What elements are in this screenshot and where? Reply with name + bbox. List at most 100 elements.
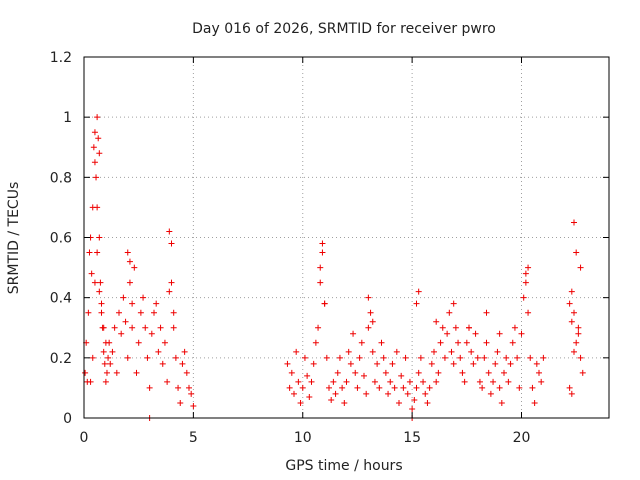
data-point <box>343 378 350 385</box>
data-point <box>358 339 365 346</box>
x-axis-title: GPS time / hours <box>285 458 402 474</box>
data-point <box>317 279 324 286</box>
data-point <box>525 309 532 316</box>
y-tick-label: 0.4 <box>50 291 72 307</box>
data-point <box>538 378 545 385</box>
data-point <box>573 339 580 346</box>
data-point <box>308 378 315 385</box>
data-point <box>312 339 319 346</box>
data-point <box>95 135 102 142</box>
data-point <box>505 378 512 385</box>
data-point <box>522 279 529 286</box>
data-point <box>568 318 575 325</box>
data-point <box>476 378 483 385</box>
data-point <box>420 378 427 385</box>
data-point <box>568 390 575 397</box>
data-point <box>481 354 488 361</box>
data-point <box>101 360 108 367</box>
data-point <box>306 393 313 400</box>
data-point <box>148 330 155 337</box>
data-point <box>161 339 168 346</box>
data-point <box>186 384 192 391</box>
data-point <box>155 348 162 355</box>
data-point <box>579 369 586 376</box>
axis-ticks <box>83 56 609 419</box>
data-point <box>428 360 435 367</box>
data-point <box>415 369 422 376</box>
y-tick-label: 0 <box>63 411 72 427</box>
data-point <box>190 402 197 409</box>
x-tick-label: 20 <box>513 430 531 446</box>
data-point <box>573 249 580 256</box>
data-point <box>321 300 328 307</box>
data-point <box>177 399 184 406</box>
data-point <box>446 309 453 316</box>
data-point <box>571 309 577 316</box>
data-point <box>310 360 317 367</box>
data-point <box>365 324 372 331</box>
data-point <box>516 384 523 391</box>
data-point <box>118 330 125 337</box>
data-point <box>116 309 122 316</box>
data-point <box>498 399 505 406</box>
data-point <box>122 318 129 325</box>
data-point <box>483 309 490 316</box>
chart-title: Day 016 of 2026, SRMTID for receiver pwr… <box>192 21 496 37</box>
data-point <box>441 354 448 361</box>
data-point <box>479 384 486 391</box>
data-point <box>347 360 354 367</box>
data-point <box>424 399 431 406</box>
data-point <box>387 378 394 385</box>
data-point <box>568 288 575 295</box>
data-point <box>474 354 481 361</box>
data-point <box>350 330 357 337</box>
data-point <box>126 258 133 265</box>
data-point <box>450 300 457 307</box>
data-point <box>345 348 352 355</box>
y-tick-label: 0.6 <box>50 231 72 247</box>
data-point <box>284 360 291 367</box>
data-point <box>330 378 337 385</box>
data-point <box>376 384 383 391</box>
data-point <box>97 279 104 286</box>
data-point <box>433 318 440 325</box>
data-point <box>336 354 343 361</box>
data-point <box>461 378 468 385</box>
data-point <box>437 339 444 346</box>
data-point <box>168 279 175 286</box>
data-point <box>363 390 370 397</box>
data-point <box>86 249 93 256</box>
data-point <box>409 405 416 412</box>
x-tick-label: 10 <box>294 430 312 446</box>
data-point <box>466 324 472 331</box>
y-tick-label: 0.2 <box>50 351 72 367</box>
data-point <box>326 384 332 391</box>
data-point <box>129 300 136 307</box>
data-point <box>470 360 477 367</box>
y-axis-title: SRMTID / TECUs <box>6 182 22 295</box>
data-point <box>531 399 538 406</box>
data-point <box>297 399 304 406</box>
data-point <box>124 249 131 256</box>
data-point <box>496 384 503 391</box>
data-point <box>124 354 131 361</box>
data-point <box>354 384 361 391</box>
y-tick-label: 1 <box>63 110 72 126</box>
data-point <box>393 348 400 355</box>
data-point <box>175 384 182 391</box>
data-point <box>172 354 179 361</box>
data-point <box>299 384 306 391</box>
data-point <box>367 309 374 316</box>
data-point <box>396 399 402 406</box>
data-point <box>87 378 94 385</box>
data-point <box>142 324 149 331</box>
data-point <box>93 174 100 181</box>
data-point <box>413 300 420 307</box>
data-point <box>291 390 297 397</box>
data-point <box>382 369 389 376</box>
data-point <box>503 354 510 361</box>
data-point <box>179 360 186 367</box>
data-point <box>398 372 405 379</box>
data-point <box>181 348 188 355</box>
data-point <box>151 309 157 316</box>
